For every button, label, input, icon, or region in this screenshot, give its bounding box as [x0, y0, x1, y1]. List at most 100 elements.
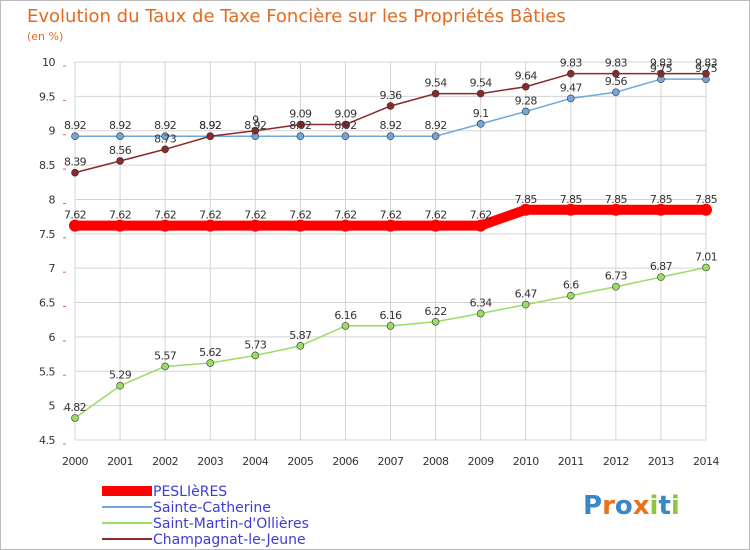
- series-point: [114, 219, 127, 232]
- y-axis-unit-label: (en %): [27, 30, 63, 43]
- data-label: 9.1: [473, 107, 489, 120]
- series-point: [566, 94, 575, 103]
- data-label: 8.92: [154, 119, 176, 132]
- data-label: 9.54: [425, 77, 448, 90]
- series-point: [384, 219, 397, 232]
- data-label: 8.92: [64, 119, 86, 132]
- series-point: [609, 203, 622, 216]
- data-label: 9.75: [650, 62, 673, 75]
- data-label: 9.75: [695, 62, 718, 75]
- series-point: [702, 69, 710, 78]
- series-point: [296, 342, 305, 350]
- y-tick-label: 7: [49, 262, 56, 275]
- data-label: 6.73: [605, 270, 628, 283]
- data-label: 9.36: [379, 89, 402, 102]
- x-tick-label: 2003: [197, 455, 223, 468]
- series-point: [657, 69, 665, 78]
- series-point: [161, 362, 169, 371]
- data-label: 6.16: [334, 309, 357, 322]
- data-label: 7.85: [560, 193, 583, 206]
- logo-letter: o: [615, 491, 633, 521]
- x-tick-label: 2002: [152, 455, 178, 468]
- series-point: [71, 414, 79, 422]
- y-tick-label: 8: [49, 193, 56, 206]
- data-label: 7.62: [379, 209, 401, 222]
- series-point: [612, 282, 620, 291]
- series-point: [566, 69, 575, 78]
- proxiti-logo: Proxiti: [583, 491, 680, 521]
- series-point: [116, 132, 124, 141]
- series-point: [566, 291, 575, 300]
- data-label: 7.62: [154, 209, 176, 222]
- data-label: 7.62: [64, 209, 86, 222]
- series-point: [251, 351, 260, 360]
- data-label: 6.22: [425, 305, 447, 318]
- data-label: 9: [252, 114, 259, 127]
- data-label: 6.16: [379, 309, 402, 322]
- data-label: 8.56: [109, 144, 132, 157]
- x-tick-label: 2010: [513, 455, 539, 468]
- chart-title: Evolution du Taux de Taxe Foncière sur l…: [27, 6, 566, 27]
- series-point: [521, 300, 530, 309]
- y-tick-label: 6.5: [39, 297, 55, 310]
- series-point: [476, 120, 485, 128]
- series-point: [249, 219, 262, 232]
- series-point: [654, 203, 667, 216]
- series-point: [296, 120, 305, 129]
- legend-label: Sainte-Catherine: [153, 500, 271, 516]
- series-point: [521, 82, 530, 91]
- data-label: 7.62: [425, 209, 447, 222]
- series-point: [294, 219, 307, 232]
- data-label: 8.39: [64, 156, 87, 169]
- series-point: [206, 132, 215, 141]
- series-point: [339, 219, 352, 232]
- x-tick-label: 2007: [378, 455, 404, 468]
- data-label: 9.83: [560, 57, 583, 70]
- data-label: 8.92: [289, 119, 311, 132]
- series-point: [341, 322, 350, 330]
- series-point: [564, 203, 577, 216]
- series-point: [474, 219, 487, 232]
- data-label: 8.92: [199, 119, 221, 132]
- series-point: [116, 381, 124, 390]
- data-label: 9.83: [605, 57, 628, 70]
- series-point: [700, 203, 712, 216]
- series-lines: [69, 69, 712, 422]
- data-label: 5.29: [109, 369, 132, 382]
- series-point: [71, 168, 79, 177]
- grid-lines: [74, 61, 707, 441]
- x-tick-label: 2006: [332, 455, 358, 468]
- data-label: 7.85: [605, 193, 628, 206]
- x-tick-label: 2008: [423, 455, 449, 468]
- data-label: 8.73: [154, 132, 177, 145]
- series-point: [251, 126, 260, 135]
- data-label: 7.62: [289, 209, 311, 222]
- series-point: [429, 219, 442, 232]
- data-label: 8.92: [109, 119, 131, 132]
- y-tick-label: 9.5: [39, 90, 55, 103]
- y-tick-label: 5: [49, 400, 56, 413]
- series-point: [702, 263, 710, 272]
- x-tick-label: 2011: [558, 455, 584, 468]
- data-label: 5.87: [289, 329, 312, 342]
- y-tick-label: 10: [42, 56, 55, 69]
- logo-letter: r: [602, 491, 615, 521]
- y-tick-label: 5.5: [39, 365, 55, 378]
- x-tick-label: 2005: [287, 455, 313, 468]
- series-point: [521, 107, 530, 116]
- logo-letter: t: [658, 491, 670, 521]
- data-label: 7.62: [470, 209, 492, 222]
- series-point: [612, 69, 620, 78]
- series-point: [341, 132, 350, 141]
- logo-letter: i: [671, 491, 680, 521]
- data-label: 6.6: [563, 279, 579, 292]
- series-point: [476, 309, 485, 318]
- x-tick-label: 2014: [693, 455, 719, 468]
- data-label: 9.83: [695, 57, 718, 70]
- legend-label: Champagnat-le-Jeune: [153, 532, 306, 548]
- x-tick-label: 2009: [468, 455, 494, 468]
- data-label: 5.73: [244, 338, 267, 351]
- data-label: 9.09: [289, 108, 312, 121]
- logo-letter: i: [650, 491, 659, 521]
